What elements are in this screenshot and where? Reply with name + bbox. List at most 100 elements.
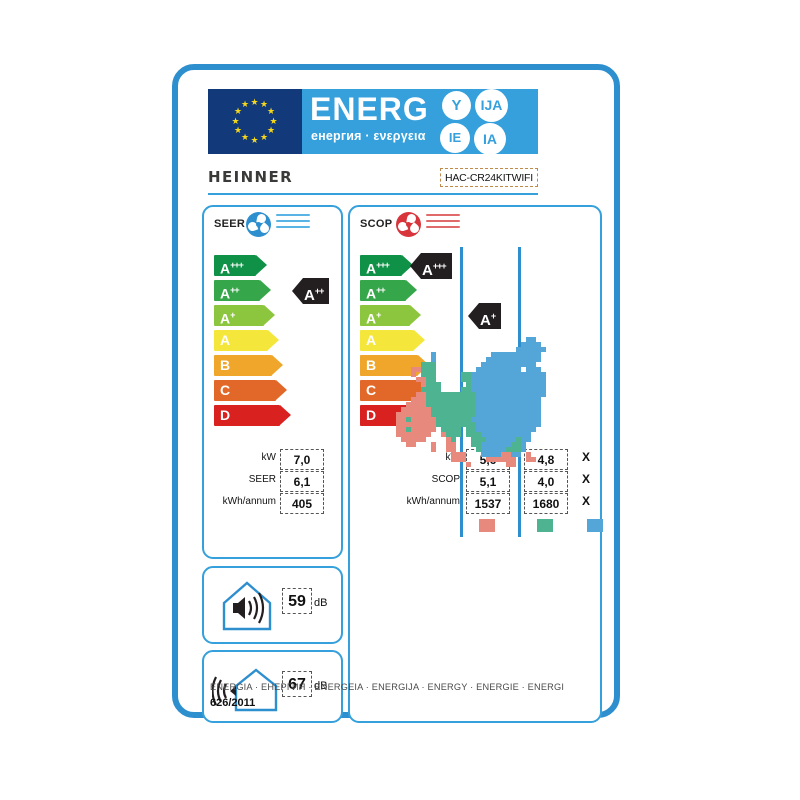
map-zone-cell <box>516 432 521 437</box>
map-zone-cell <box>506 352 511 357</box>
scop-class-row: A++ <box>360 280 422 302</box>
map-zone-cell <box>396 422 401 427</box>
map-zone-cell <box>521 417 526 422</box>
map-zone-cell <box>461 392 466 397</box>
map-zone-cell <box>486 457 491 462</box>
map-zone-cell <box>486 377 491 382</box>
map-zone-cell <box>496 437 501 442</box>
fan-heating-icon <box>396 212 421 237</box>
map-zone-cell <box>406 432 411 437</box>
map-zone-cell <box>446 412 451 417</box>
map-zone-cell <box>536 407 541 412</box>
map-zone-cell <box>416 422 421 427</box>
map-zone-cell <box>421 412 426 417</box>
map-zone-cell <box>461 377 466 382</box>
map-zone-cell <box>521 397 526 402</box>
header-circle-ija: IJA <box>475 89 508 122</box>
map-zone-cell <box>491 357 496 362</box>
map-zone-cell <box>431 357 436 362</box>
map-zone-cell <box>521 437 526 442</box>
map-zone-cell <box>421 422 426 427</box>
map-zone-cell <box>476 407 481 412</box>
seer-class-label: C <box>220 382 231 398</box>
map-zone-cell <box>466 417 471 422</box>
map-zone-cell <box>431 382 436 387</box>
map-zone-cell <box>491 412 496 417</box>
map-zone-cell <box>506 362 511 367</box>
map-zone-cell <box>506 397 511 402</box>
scop-class-label: B <box>366 357 377 373</box>
map-zone-cell <box>466 427 471 432</box>
map-zone-cell <box>501 412 506 417</box>
map-zone-cell <box>471 402 476 407</box>
map-zone-cell <box>541 392 546 397</box>
map-zone-cell <box>511 382 516 387</box>
map-zone-cell <box>426 387 431 392</box>
map-zone-cell <box>431 407 436 412</box>
map-zone-cell <box>466 432 471 437</box>
map-zone-cell <box>501 447 506 452</box>
map-zone-cell <box>531 422 536 427</box>
map-zone-cell <box>441 427 446 432</box>
map-zone-cell <box>536 367 541 372</box>
seer-class-row: A+ <box>214 305 276 327</box>
map-zone-cell <box>486 427 491 432</box>
map-zone-cell <box>436 402 441 407</box>
seer-title: SEER <box>214 218 246 230</box>
map-zone-cell <box>476 417 481 422</box>
map-zone-cell <box>511 377 516 382</box>
map-zone-cell <box>496 452 501 457</box>
map-zone-cell <box>451 452 456 457</box>
climate-zone-swatch <box>587 519 603 532</box>
map-zone-cell <box>526 347 531 352</box>
map-zone-cell <box>541 387 546 392</box>
map-zone-cell <box>486 452 491 457</box>
map-zone-cell <box>496 407 501 412</box>
map-zone-cell <box>501 417 506 422</box>
map-zone-cell <box>421 432 426 437</box>
eu-star: ★ <box>269 115 278 126</box>
map-zone-cell <box>486 392 491 397</box>
map-zone-cell <box>426 362 431 367</box>
energy-label: ★ ★ ★ ★ ★ ★ ★ ★ ★ ★ ★ ★ ENERG енергия · ενεργεια Y … <box>172 64 620 723</box>
map-zone-cell <box>451 447 456 452</box>
map-zone-cell <box>461 452 466 457</box>
europe-climate-zones-map <box>356 329 596 514</box>
map-zone-cell <box>491 372 496 377</box>
map-zone-cell <box>461 372 466 377</box>
map-zone-cell <box>406 417 411 422</box>
scop-class-label: C <box>366 382 377 398</box>
map-zone-cell <box>526 457 531 462</box>
map-zone-cell <box>526 422 531 427</box>
map-zone-cell <box>531 367 536 372</box>
map-zone-cell <box>531 357 536 362</box>
map-zone-cell <box>441 407 446 412</box>
map-zone-cell <box>426 417 431 422</box>
map-zone-cell <box>516 437 521 442</box>
map-zone-cell <box>501 442 506 447</box>
map-zone-cell <box>431 352 436 357</box>
map-zone-cell <box>421 387 426 392</box>
scop-rating-arrow-badge-1: A+++ <box>410 253 452 279</box>
map-zone-cell <box>511 462 516 467</box>
map-zone-cell <box>516 387 521 392</box>
map-zone-cell <box>451 417 456 422</box>
seer-class-row: A++ <box>214 280 276 302</box>
scop-row-label: SCOP <box>431 474 460 485</box>
eu-star: ★ <box>250 96 259 107</box>
seer-row-label: kW <box>261 452 276 463</box>
map-zone-cell <box>491 392 496 397</box>
map-zone-cell <box>486 447 491 452</box>
map-zone-cell <box>506 457 511 462</box>
map-zone-cell <box>416 432 421 437</box>
map-zone-cell <box>516 382 521 387</box>
map-zone-cell <box>541 347 546 352</box>
map-zone-cell <box>516 447 521 452</box>
map-zone-cell <box>486 432 491 437</box>
seer-class-row: D <box>214 405 291 426</box>
air-waves-heating-icon <box>426 214 460 236</box>
seer-class-label: A+ <box>220 310 235 327</box>
scop-title: SCOP <box>360 218 393 230</box>
map-zone-cell <box>476 447 481 452</box>
